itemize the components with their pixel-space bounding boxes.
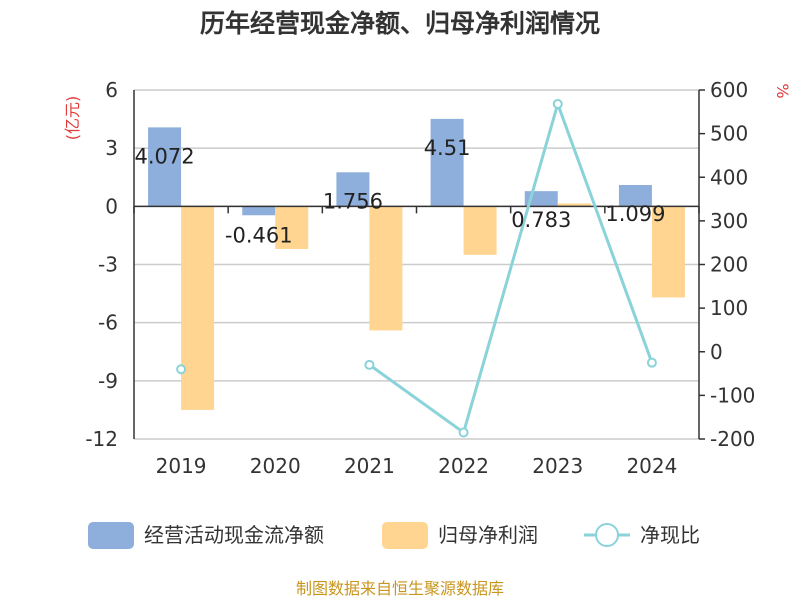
x-tick-label: 2020: [250, 454, 301, 478]
bar-net-profit: [557, 203, 591, 207]
y-right-tick-label: 400: [710, 165, 748, 189]
legend-swatch: [382, 522, 428, 549]
data-label: 1.756: [323, 189, 383, 213]
legend-marker: [595, 523, 619, 547]
bar-net-profit: [275, 206, 309, 249]
y-right-tick-label: 500: [710, 122, 748, 146]
x-tick-label: 2019: [156, 454, 207, 478]
legend-swatch: [88, 522, 134, 549]
bar-cashflow: [242, 206, 276, 216]
y-left-tick-label: 6: [105, 78, 118, 102]
bar-cashflow: [430, 118, 464, 207]
y-left-tick-label: 3: [105, 136, 118, 160]
grid-lines: [134, 89, 699, 440]
y-right-tick-label: -100: [710, 383, 755, 407]
ratio-point: [458, 427, 469, 438]
y-right-tick-label: 0: [710, 340, 723, 364]
ratio-line: [176, 98, 657, 438]
y-left-tick-label: -6: [98, 311, 118, 335]
data-label: -0.461: [225, 223, 293, 247]
y-right-tick-label: 300: [710, 209, 748, 233]
x-tick-label: 2022: [438, 454, 489, 478]
ratio-point: [646, 357, 657, 368]
y-left-tick-label: -3: [98, 253, 118, 277]
y-right-tick-label: -200: [710, 427, 755, 451]
legend-label: 经营活动现金流净额: [144, 523, 324, 547]
bar-cashflow: [336, 172, 370, 207]
axes: 6 3 0 -3 -6 -9 -12 600 500 400 300 200 100 0 -100 -200 2…: [85, 78, 755, 478]
ratio-point: [176, 364, 187, 375]
data-label: 1.099: [605, 202, 665, 226]
y-right-label: %: [773, 83, 792, 98]
data-label: 4.072: [135, 144, 195, 168]
source-note: 制图数据来自恒生聚源数据库: [296, 579, 504, 598]
y-left-label: (亿元): [63, 96, 82, 141]
data-label: 0.783: [511, 208, 571, 232]
bar-net-profit: [463, 206, 497, 255]
chart-title: 历年经营现金净额、归母净利润情况: [200, 9, 600, 38]
x-tick-label: 2024: [626, 454, 677, 478]
ratio-point: [552, 98, 563, 109]
x-tick-label: 2021: [344, 454, 395, 478]
bar-net-profit: [651, 206, 685, 298]
y-left-tick-label: -9: [98, 369, 118, 393]
x-tick-label: 2023: [532, 454, 583, 478]
bar-net-profit: [181, 206, 215, 410]
bar-cashflow: [148, 127, 182, 207]
bar-net-profit: [369, 206, 403, 331]
y-left-tick-label: 0: [105, 194, 118, 218]
legend-label: 归母净利润: [438, 523, 538, 547]
y-left-tick-label: -12: [85, 427, 118, 451]
data-label: 4.51: [424, 136, 471, 160]
data-labels: 4.072 -0.461 1.756 4.51 0.783 1.099: [135, 136, 666, 247]
y-right-tick-label: 100: [710, 296, 748, 320]
y-right-tick-label: 600: [710, 78, 748, 102]
legend-label: 净现比: [640, 523, 700, 547]
legend: 经营活动现金流净额 归母净利润 净现比: [88, 522, 700, 549]
bars: [148, 118, 685, 410]
bar-cashflow: [618, 185, 652, 207]
ratio-point: [364, 359, 375, 370]
ratio-line-segment: [368, 99, 654, 435]
y-right-tick-label: 200: [710, 253, 748, 277]
